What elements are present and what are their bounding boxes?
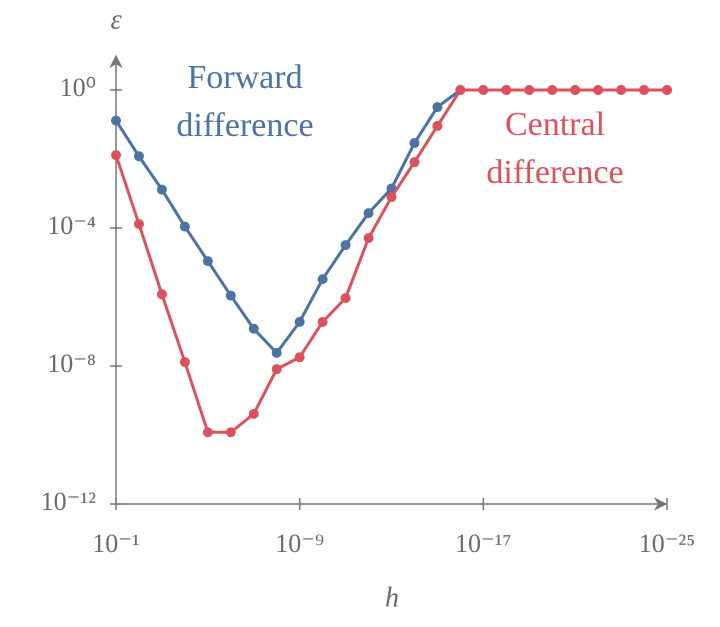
data-point xyxy=(317,316,328,327)
data-point xyxy=(478,85,489,95)
data-point xyxy=(501,85,512,95)
data-point xyxy=(639,85,650,95)
data-point xyxy=(363,233,374,244)
data-point xyxy=(156,289,167,300)
data-point xyxy=(340,240,351,251)
data-point xyxy=(225,427,236,438)
data-point xyxy=(455,85,466,95)
y-tick-label: 10⁻⁸ xyxy=(47,349,96,378)
data-point xyxy=(133,151,144,162)
data-point xyxy=(432,102,443,113)
x-tick-label: 10⁻¹⁷ xyxy=(455,529,512,558)
data-point xyxy=(271,347,282,358)
data-point xyxy=(179,357,190,368)
y-tick-label: 10⁻¹² xyxy=(41,487,97,516)
data-point xyxy=(225,290,236,301)
x-axis-label: h xyxy=(385,582,399,613)
y-tick-label: 10⁰ xyxy=(60,73,96,102)
series-label: Forward difference xyxy=(176,59,314,144)
series-label: Central difference xyxy=(486,106,624,191)
data-point xyxy=(340,293,351,304)
data-point xyxy=(248,408,259,419)
x-tick-label: 10⁻⁹ xyxy=(275,529,324,558)
data-point xyxy=(547,85,558,95)
data-point xyxy=(156,184,167,195)
data-point xyxy=(294,316,305,327)
data-point xyxy=(432,120,443,131)
data-point xyxy=(409,138,420,149)
data-point xyxy=(248,323,259,334)
data-point xyxy=(317,274,328,285)
data-point xyxy=(294,352,305,363)
data-point xyxy=(386,192,397,203)
data-point xyxy=(202,256,213,267)
data-point xyxy=(202,427,213,438)
x-tick-label: 10⁻¹ xyxy=(92,529,140,558)
data-point xyxy=(133,219,144,230)
y-tick-label: 10⁻⁴ xyxy=(47,211,96,240)
y-axis-label: ε xyxy=(110,4,121,35)
data-point xyxy=(593,85,604,95)
data-point xyxy=(111,115,121,126)
data-point xyxy=(111,150,121,161)
data-point xyxy=(271,364,282,375)
data-point xyxy=(570,85,581,95)
data-point xyxy=(179,221,190,232)
data-point xyxy=(409,157,420,168)
data-point xyxy=(662,85,672,95)
x-tick-label: 10⁻²⁵ xyxy=(639,529,696,558)
data-point xyxy=(616,85,627,95)
data-point xyxy=(363,208,374,219)
data-point xyxy=(524,85,535,95)
